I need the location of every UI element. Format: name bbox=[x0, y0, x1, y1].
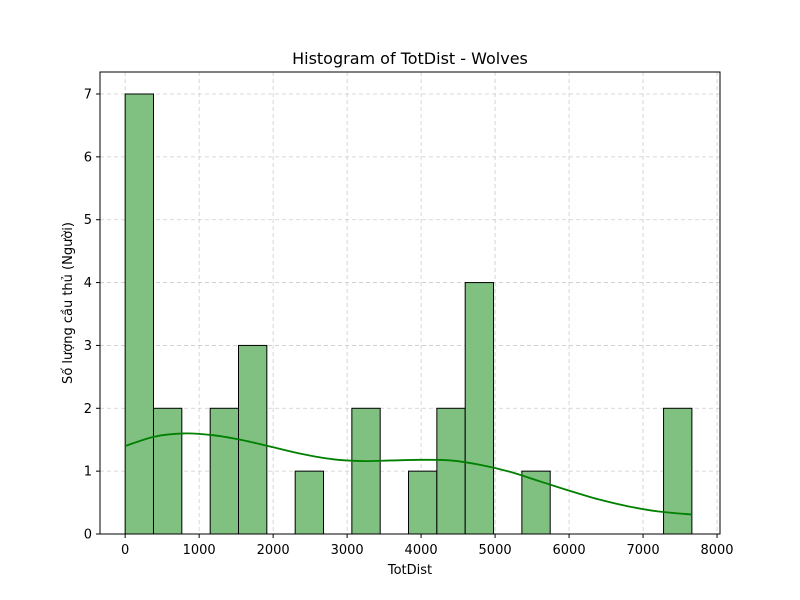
chart-title: Histogram of TotDist - Wolves bbox=[292, 49, 528, 68]
histogram-bar bbox=[436, 407, 466, 535]
y-ticks: 0 1 2 3 4 5 6 7 bbox=[84, 88, 100, 543]
y-axis-label: Số lượng cầu thủ (Người) bbox=[61, 222, 76, 384]
y-tick-label: 7 bbox=[84, 88, 92, 103]
plot-frame bbox=[99, 71, 721, 535]
histogram-bar bbox=[124, 93, 154, 535]
x-tick-label: 2000 bbox=[257, 543, 290, 558]
y-tick-label: 2 bbox=[84, 402, 92, 417]
x-tick-label: 0 bbox=[121, 543, 129, 558]
x-tick-label: 1000 bbox=[183, 543, 216, 558]
histogram-bar bbox=[663, 407, 693, 535]
histogram-bar bbox=[294, 470, 325, 535]
kde-line bbox=[124, 432, 692, 516]
histogram-bar bbox=[209, 407, 240, 535]
y-tick-label: 4 bbox=[84, 276, 92, 291]
histogram-bar bbox=[408, 470, 438, 535]
x-ticks: 0 1000 2000 3000 4000 5000 6000 7000 8000 bbox=[121, 534, 734, 558]
histogram-bar bbox=[464, 282, 495, 535]
x-tick-label: 7000 bbox=[627, 543, 660, 558]
histogram-bar bbox=[351, 407, 381, 535]
y-tick-label: 0 bbox=[84, 528, 92, 543]
y-tick-label: 6 bbox=[84, 150, 92, 165]
x-tick-label: 6000 bbox=[553, 543, 586, 558]
bars-layer bbox=[124, 93, 693, 535]
x-tick-label: 3000 bbox=[331, 543, 364, 558]
x-axis-label: TotDist bbox=[387, 563, 432, 578]
histogram-bar bbox=[521, 470, 551, 535]
y-tick-label: 5 bbox=[84, 213, 92, 228]
y-tick-label: 1 bbox=[84, 465, 92, 480]
x-tick-label: 8000 bbox=[700, 543, 733, 558]
y-tick-label: 3 bbox=[84, 339, 92, 354]
kde-layer bbox=[124, 432, 692, 516]
histogram-bar bbox=[152, 407, 183, 535]
x-tick-label: 5000 bbox=[479, 543, 512, 558]
x-tick-label: 4000 bbox=[405, 543, 438, 558]
